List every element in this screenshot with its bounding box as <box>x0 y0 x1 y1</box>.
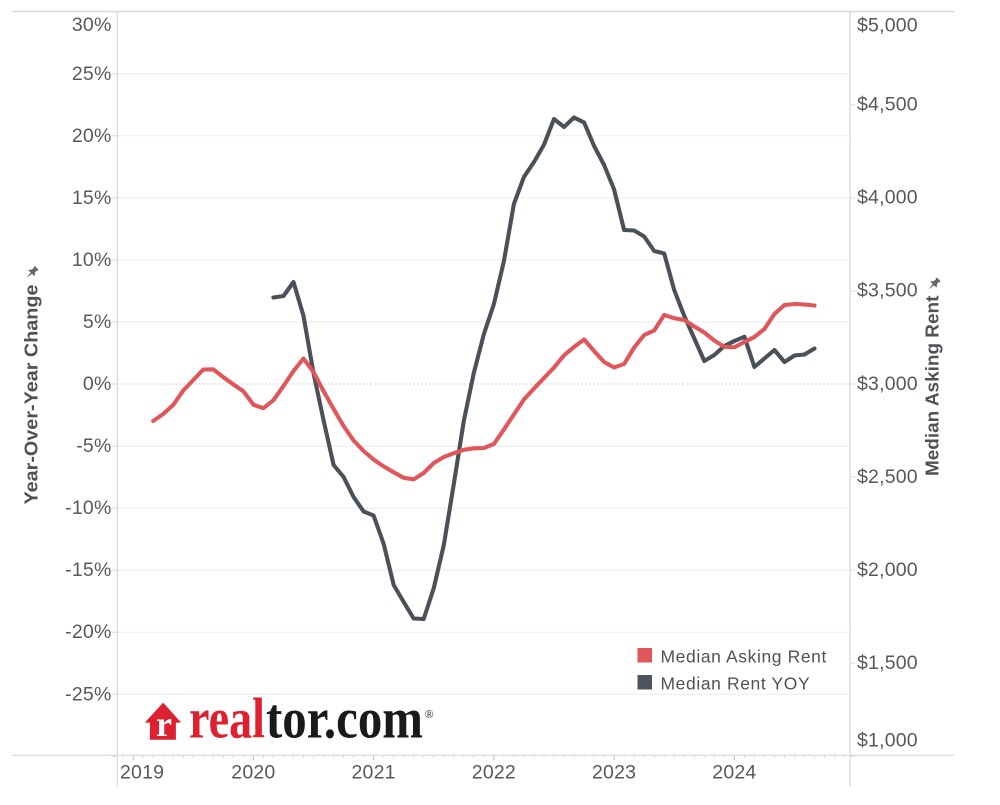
svg-text:2019: 2019 <box>120 762 164 784</box>
svg-text:2021: 2021 <box>352 762 396 784</box>
svg-text:-5%: -5% <box>76 435 111 457</box>
svg-text:-25%: -25% <box>65 683 111 705</box>
svg-text:$4,000: $4,000 <box>857 186 918 208</box>
svg-text:25%: 25% <box>72 63 112 85</box>
svg-text:Median Asking Rent: Median Asking Rent <box>923 296 943 477</box>
svg-text:2022: 2022 <box>472 762 516 784</box>
svg-text:2020: 2020 <box>231 762 275 784</box>
svg-text:2023: 2023 <box>592 762 636 784</box>
svg-text:$1,000: $1,000 <box>857 730 918 752</box>
svg-text:0%: 0% <box>83 373 112 395</box>
svg-text:15%: 15% <box>72 187 112 209</box>
svg-text:$5,000: $5,000 <box>857 15 918 37</box>
svg-text:$4,500: $4,500 <box>857 93 918 115</box>
svg-text:real: real <box>189 688 265 751</box>
svg-text:-15%: -15% <box>65 559 111 581</box>
svg-text:tor.com: tor.com <box>266 688 423 751</box>
svg-text:20%: 20% <box>72 125 112 147</box>
svg-text:$3,000: $3,000 <box>857 373 918 395</box>
svg-text:-10%: -10% <box>65 497 111 519</box>
svg-text:Median Rent YOY: Median Rent YOY <box>661 673 811 693</box>
svg-text:Year-Over-Year Change: Year-Over-Year Change <box>22 285 42 505</box>
svg-text:$1,500: $1,500 <box>857 652 918 674</box>
svg-text:30%: 30% <box>72 14 112 36</box>
svg-text:-20%: -20% <box>65 621 111 643</box>
svg-text:10%: 10% <box>72 249 112 271</box>
svg-text:$2,500: $2,500 <box>857 466 918 488</box>
svg-text:2024: 2024 <box>712 762 756 784</box>
svg-text:Median Asking Rent: Median Asking Rent <box>661 646 827 666</box>
svg-text:$3,500: $3,500 <box>857 279 918 301</box>
svg-text:$2,000: $2,000 <box>857 559 918 581</box>
svg-text:5%: 5% <box>83 311 112 333</box>
svg-text:®: ® <box>425 707 434 721</box>
svg-text:r: r <box>156 704 172 744</box>
